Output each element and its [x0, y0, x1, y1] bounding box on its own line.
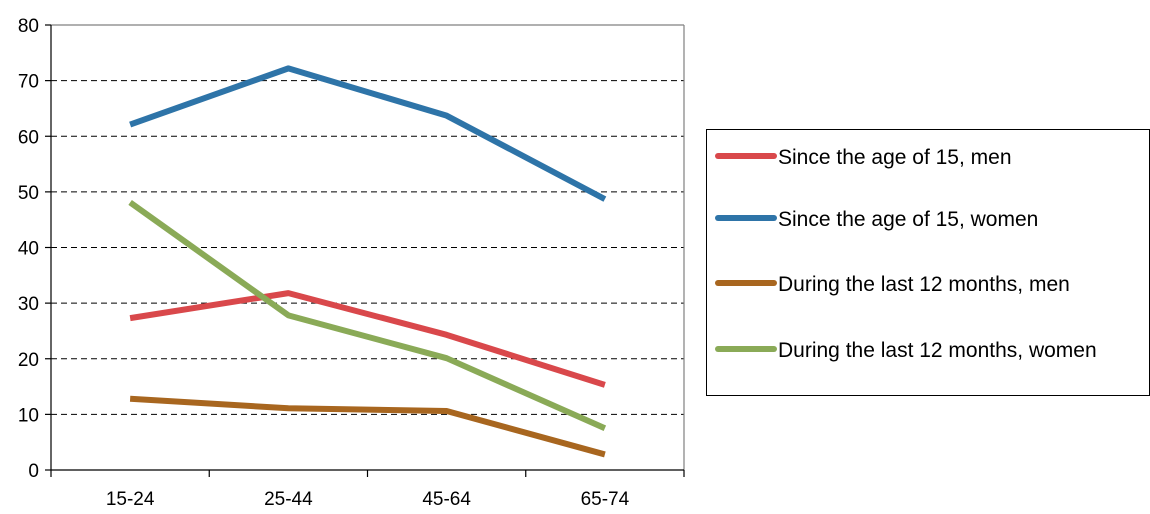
axes: 0 10 20 30 40 50 60 70 80 15-24 25-44 45-64 65-74	[18, 16, 685, 510]
y-tick-label: 60	[18, 127, 39, 148]
legend: Since the age of 15, men Since the age of…	[706, 129, 1150, 396]
x-tick-label: 25-44	[264, 489, 313, 510]
x-tick-label: 15-24	[106, 489, 155, 510]
series-line	[128, 200, 607, 432]
y-tick-label: 40	[18, 239, 39, 260]
legend-label: During the last 12 months, men	[778, 273, 1070, 296]
x-tick-label: 65-74	[581, 489, 630, 510]
legend-label: Since the age of 15, women	[778, 208, 1038, 231]
y-tick-label: 20	[18, 350, 39, 371]
series-lines	[128, 65, 607, 458]
y-tick-label: 50	[18, 183, 39, 204]
y-tick-label: 30	[18, 294, 39, 315]
legend-box	[706, 129, 1150, 396]
y-tick-label: 10	[18, 405, 39, 426]
series-line	[129, 65, 607, 202]
legend-label: During the last 12 months, women	[778, 339, 1097, 362]
y-tick-label: 0	[28, 461, 39, 482]
series-line	[129, 290, 606, 388]
gridlines	[51, 80, 684, 415]
x-tick-label: 45-64	[422, 489, 471, 510]
y-tick-label: 70	[18, 72, 39, 93]
legend-label: Since the age of 15, men	[778, 146, 1012, 169]
y-tick-label: 80	[18, 16, 39, 37]
series-line	[129, 395, 606, 458]
